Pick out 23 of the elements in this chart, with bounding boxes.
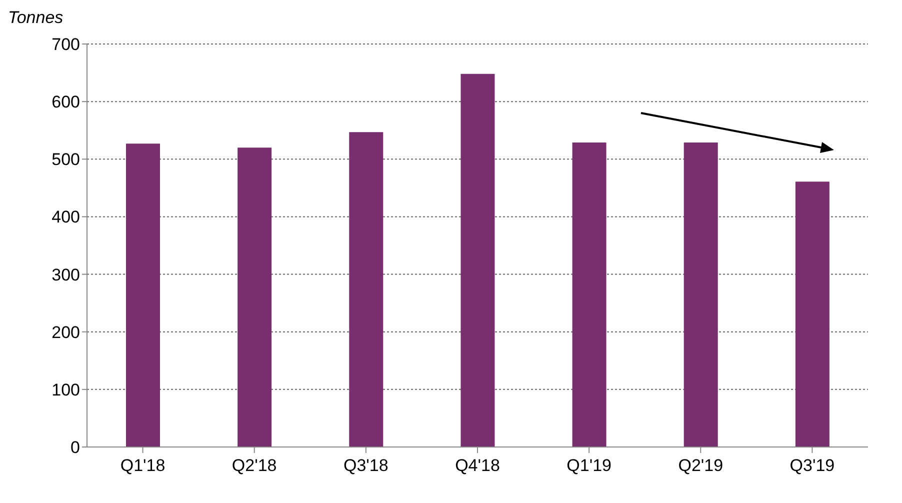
bar (460, 74, 495, 447)
bar (238, 148, 272, 447)
bar (795, 182, 830, 447)
bar (572, 142, 606, 447)
x-tick-label: Q1'18 (120, 456, 166, 476)
x-tick-label: Q3'19 (790, 456, 835, 476)
x-tick-label: Q2'19 (678, 456, 724, 476)
x-tick-label: Q2'18 (232, 456, 277, 476)
x-tick-label: Q1'19 (566, 456, 612, 476)
y-tick-label: 700 (52, 35, 80, 54)
x-tick-label: Q4'18 (455, 456, 500, 476)
bar (684, 142, 718, 447)
y-tick-label: 600 (52, 92, 80, 112)
y-axis-title: Tonnes (8, 8, 64, 28)
y-tick-label: 0 (70, 438, 80, 458)
y-tick-label: 500 (52, 150, 80, 170)
bar (349, 132, 384, 447)
y-tick-label: 400 (52, 208, 80, 227)
y-tick-label: 100 (52, 380, 80, 400)
x-tick-label: Q3'18 (344, 456, 388, 476)
y-tick-label: 300 (52, 265, 80, 284)
bar (126, 144, 160, 447)
y-tick-label: 200 (52, 322, 80, 342)
